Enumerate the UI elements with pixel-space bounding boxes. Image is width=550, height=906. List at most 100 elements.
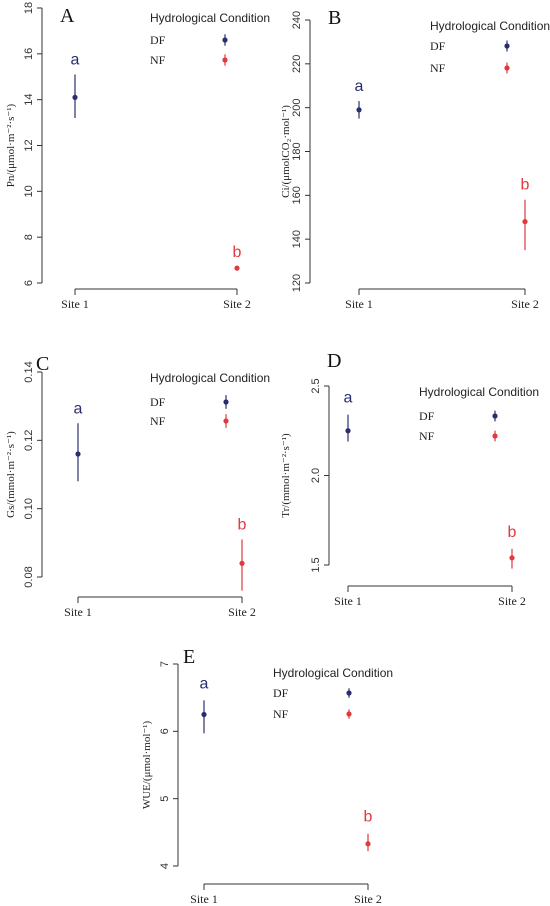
y-tick-label: 0.12 xyxy=(23,430,35,451)
x-tick-label: Site 1 xyxy=(61,297,89,311)
significance-letter-a: a xyxy=(344,390,353,407)
y-tick-label: 1.5 xyxy=(310,557,322,572)
legend-label-nf: NF xyxy=(419,429,435,443)
x-tick-label: Site 2 xyxy=(223,297,251,311)
legend: Hydrological Condition DF NF xyxy=(150,11,270,67)
y-tick-label: 4 xyxy=(159,863,171,869)
significance-letter-b: b xyxy=(508,524,517,541)
y-tick-label: 200 xyxy=(291,98,303,116)
legend-label-df: DF xyxy=(419,409,435,423)
legend-title: Hydrological Condition xyxy=(419,385,539,399)
y-tick-label: 6 xyxy=(23,280,35,286)
legend-label-nf: NF xyxy=(150,414,166,428)
data-point-nf xyxy=(522,219,528,225)
data-point-nf xyxy=(365,841,371,847)
legend-marker-df xyxy=(222,37,228,43)
legend-marker-nf xyxy=(346,711,352,717)
legend-label-df: DF xyxy=(430,39,446,53)
significance-letter-a: a xyxy=(355,78,364,95)
y-tick-label: 7 xyxy=(159,661,171,667)
legend-marker-nf xyxy=(492,433,498,439)
y-tick-label: 180 xyxy=(291,142,303,160)
legend-marker-df xyxy=(346,690,352,696)
legend: Hydrological Condition DF NF xyxy=(150,371,270,428)
y-axis-title: Pn/(μmol·m⁻²·s⁻¹) xyxy=(5,103,17,187)
y-tick-label: 10 xyxy=(23,185,35,197)
y-tick-label: 0.14 xyxy=(23,361,35,382)
data-point-df xyxy=(201,711,207,718)
y-tick-label: 14 xyxy=(23,94,35,106)
data-point-df xyxy=(72,94,78,100)
legend-marker-nf xyxy=(223,418,229,424)
data-point-nf xyxy=(239,560,245,566)
legend: Hydrological Condition DF NF xyxy=(419,385,539,443)
x-tick-label: Site 1 xyxy=(190,892,218,906)
legend-label-df: DF xyxy=(273,686,289,700)
y-tick-label: 6 xyxy=(159,728,171,734)
y-tick-label: 240 xyxy=(291,11,303,29)
y-tick-label: 140 xyxy=(291,230,303,248)
data-point-df xyxy=(356,107,362,113)
legend-label-nf: NF xyxy=(150,53,166,67)
legend-label-df: DF xyxy=(150,33,166,47)
legend: Hydrological Condition DF NF xyxy=(273,666,393,721)
y-axis-title: WUE/(μmol·mol⁻¹) xyxy=(141,721,153,810)
legend-marker-df xyxy=(504,43,510,49)
panel-label: D xyxy=(327,350,341,372)
y-tick-label: 2.0 xyxy=(310,468,322,483)
x-tick-label: Site 2 xyxy=(511,297,539,311)
y-tick-label: 0.08 xyxy=(23,566,35,587)
x-tick-label: Site 1 xyxy=(345,297,373,311)
x-tick-label: Site 2 xyxy=(498,594,526,608)
x-tick-label: Site 1 xyxy=(334,594,362,608)
legend-marker-df xyxy=(492,413,498,419)
legend: Hydrological Condition DF NF xyxy=(430,19,550,75)
panel-c: C 0.08 0.10 0.12 0.14 Gs/(mmol·m⁻²·s⁻¹) Site 1… xyxy=(5,353,270,619)
data-point-df xyxy=(345,428,351,434)
significance-letter-a: a xyxy=(200,675,209,692)
panel-label: C xyxy=(36,353,49,375)
panel-label: B xyxy=(328,7,341,29)
data-point-nf xyxy=(234,265,240,271)
x-tick-label: Site 1 xyxy=(64,605,92,619)
y-tick-label: 18 xyxy=(23,2,35,14)
panel-label: E xyxy=(183,646,195,668)
legend-label-nf: NF xyxy=(273,707,289,721)
significance-letter-b: b xyxy=(238,516,247,533)
data-point-df xyxy=(75,451,81,457)
y-tick-label: 160 xyxy=(291,186,303,204)
data-point-nf xyxy=(509,555,515,561)
y-tick-label: 8 xyxy=(23,234,35,240)
y-tick-label: 5 xyxy=(159,796,171,802)
panel-label: A xyxy=(60,5,75,27)
panel-d: D 1.5 2.0 2.5 Tr/(mmol·m⁻²·s⁻¹) Site 1 Site 2 a… xyxy=(280,350,539,608)
legend-title: Hydrological Condition xyxy=(150,371,270,385)
panel-a: A 6 8 10 12 14 16 18 Pn/(μmol·m⁻²·s⁻¹) Site 1 Site… xyxy=(5,2,270,311)
legend-marker-nf xyxy=(222,57,228,63)
y-axis-title: Ci/(μmolCO₂·mol⁻¹) xyxy=(280,105,292,198)
y-axis-title: Tr/(mmol·m⁻²·s⁻¹) xyxy=(280,433,292,518)
x-tick-label: Site 2 xyxy=(354,892,382,906)
y-tick-label: 0.10 xyxy=(23,498,35,519)
significance-letter-b: b xyxy=(233,244,242,261)
legend-marker-nf xyxy=(504,65,510,71)
y-tick-label: 220 xyxy=(291,55,303,73)
legend-title: Hydrological Condition xyxy=(273,666,393,680)
panel-b: B 120 140 160 180 200 220 240 Ci/(μmolCO₂·mol⁻¹)… xyxy=(280,7,550,311)
legend-marker-df xyxy=(223,399,229,405)
y-tick-label: 120 xyxy=(291,274,303,292)
y-tick-label: 16 xyxy=(23,48,35,60)
x-tick-label: Site 2 xyxy=(228,605,256,619)
significance-letter-b: b xyxy=(364,809,373,826)
legend-title: Hydrological Condition xyxy=(150,11,270,25)
legend-label-nf: NF xyxy=(430,61,446,75)
significance-letter-a: a xyxy=(74,400,83,417)
legend-label-df: DF xyxy=(150,395,166,409)
y-axis-title: Gs/(mmol·m⁻²·s⁻¹) xyxy=(5,431,17,518)
y-tick-label: 2.5 xyxy=(310,378,322,393)
y-tick-label: 12 xyxy=(23,139,35,151)
legend-title: Hydrological Condition xyxy=(430,19,550,33)
significance-letter-b: b xyxy=(521,177,530,194)
significance-letter-a: a xyxy=(71,51,80,68)
